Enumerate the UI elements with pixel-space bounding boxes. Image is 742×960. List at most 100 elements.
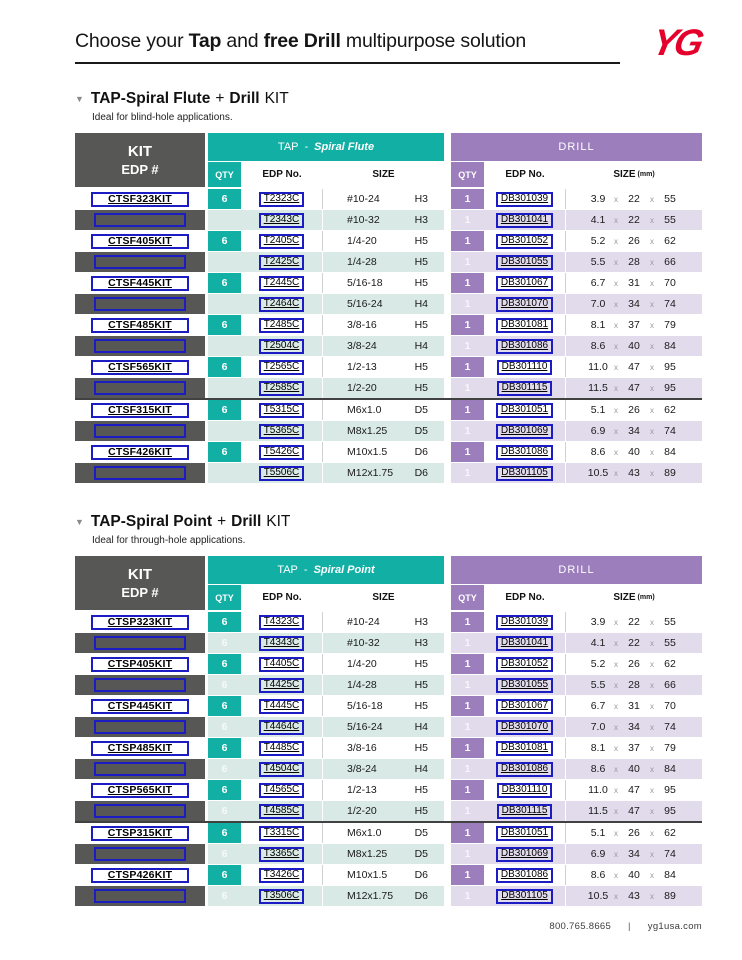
tap-edp-link[interactable]: T3426C xyxy=(258,867,305,883)
thread-size: 5/16-18 xyxy=(347,277,383,289)
drill-edp-link[interactable]: DB301052 xyxy=(495,233,554,249)
tap-edp-link[interactable]: T4565C xyxy=(258,782,305,798)
kit-link-placeholder[interactable] xyxy=(94,762,186,776)
drill-edp-link[interactable]: DB301039 xyxy=(495,614,554,630)
drill-edp-link[interactable]: DB301051 xyxy=(495,402,554,418)
drill-overall-length: 70 xyxy=(664,700,676,712)
drill-edp-link[interactable]: DB301041 xyxy=(495,212,554,228)
tap-edp-link[interactable]: T2585C xyxy=(258,380,305,396)
drill-edp-link[interactable]: DB301105 xyxy=(496,465,553,481)
drill-edp-link[interactable]: DB301055 xyxy=(495,254,554,270)
drill-qty-cell: 1 xyxy=(451,696,484,716)
drill-edp-link[interactable]: DB301070 xyxy=(495,296,554,312)
drill-edp-link[interactable]: DB301052 xyxy=(495,656,554,672)
tap-edp-link[interactable]: T3506C xyxy=(258,888,305,904)
tap-limit-class: D5 xyxy=(414,827,428,839)
kit-link[interactable]: CTSP315KIT xyxy=(91,825,189,841)
tap-edp-link[interactable]: T5365C xyxy=(258,423,305,439)
drill-edp-link[interactable]: DB301069 xyxy=(495,423,554,439)
tap-qty-cell xyxy=(208,336,241,356)
kit-link[interactable]: CTSF485KIT xyxy=(91,317,189,333)
tap-edp-link[interactable]: T4425C xyxy=(258,677,305,693)
kit-link[interactable]: CTSF426KIT xyxy=(91,444,189,460)
tap-edp-link[interactable]: T3365C xyxy=(258,846,305,862)
drill-edp-link[interactable]: DB301069 xyxy=(495,846,554,862)
kit-link-placeholder[interactable] xyxy=(94,339,186,353)
drill-size-cell: 8.1 x 37 x 79 xyxy=(565,315,702,335)
drill-overall-length: 84 xyxy=(664,446,676,458)
kit-link[interactable]: CTSP485KIT xyxy=(91,740,189,756)
drill-edp-link[interactable]: DB301086 xyxy=(495,867,554,883)
kit-link-placeholder[interactable] xyxy=(94,847,186,861)
tap-edp-link[interactable]: T2405C xyxy=(258,233,305,249)
section-title-plus: + xyxy=(217,513,227,530)
kit-link-placeholder[interactable] xyxy=(94,255,186,269)
drill-edp-link[interactable]: DB301115 xyxy=(496,803,553,819)
drill-edp-link[interactable]: DB301086 xyxy=(495,761,554,777)
kit-link[interactable]: CTSP565KIT xyxy=(91,782,189,798)
drill-edp-link[interactable]: DB301051 xyxy=(495,825,554,841)
kit-link[interactable]: CTSP445KIT xyxy=(91,698,189,714)
kit-link[interactable]: CTSF445KIT xyxy=(91,275,189,291)
kit-link-placeholder[interactable] xyxy=(94,636,186,650)
kit-link-placeholder[interactable] xyxy=(94,424,186,438)
kit-link-placeholder[interactable] xyxy=(94,297,186,311)
tap-edp-link[interactable]: T4405C xyxy=(258,656,305,672)
kit-link[interactable]: CTSP426KIT xyxy=(91,867,189,883)
drill-edp-link[interactable]: DB301081 xyxy=(495,317,554,333)
tap-edp-cell: T4464C xyxy=(241,717,322,737)
kit-link-placeholder[interactable] xyxy=(94,213,186,227)
tap-edp-link[interactable]: T4343C xyxy=(258,635,305,651)
kit-link-placeholder[interactable] xyxy=(94,804,186,818)
kit-link[interactable]: CTSF315KIT xyxy=(91,402,189,418)
kit-link[interactable]: CTSF405KIT xyxy=(91,233,189,249)
kit-link-placeholder[interactable] xyxy=(94,466,186,480)
kit-link-placeholder[interactable] xyxy=(94,381,186,395)
kit-link-placeholder[interactable] xyxy=(94,720,186,734)
drill-overall-length: 95 xyxy=(664,382,676,394)
tap-edp-link[interactable]: T2485C xyxy=(258,317,305,333)
tap-edp-link[interactable]: T2565C xyxy=(258,359,305,375)
drill-size-header: SIZE (mm) xyxy=(565,585,702,610)
tap-edp-link[interactable]: T5315C xyxy=(258,402,305,418)
drill-edp-link[interactable]: DB301086 xyxy=(495,338,554,354)
drill-edp-link[interactable]: DB301055 xyxy=(495,677,554,693)
tap-edp-link[interactable]: T5426C xyxy=(258,444,305,460)
kit-link[interactable]: CTSF565KIT xyxy=(91,359,189,375)
tap-edp-link[interactable]: T4485C xyxy=(258,740,305,756)
kit-edp-header: KIT EDP # xyxy=(75,133,205,187)
tap-edp-link[interactable]: T2343C xyxy=(258,212,305,228)
kit-link[interactable]: CTSP323KIT xyxy=(91,614,189,630)
kit-link[interactable]: CTSF323KIT xyxy=(91,191,189,207)
tap-edp-link[interactable]: T4464C xyxy=(258,719,305,735)
tap-edp-link[interactable]: T2464C xyxy=(258,296,305,312)
tap-qty-value: 6 xyxy=(221,700,228,712)
drill-edp-link[interactable]: DB301039 xyxy=(495,191,554,207)
drill-edp-link[interactable]: DB301067 xyxy=(495,275,554,291)
drill-edp-link[interactable]: DB301105 xyxy=(496,888,553,904)
kit-link[interactable]: CTSP405KIT xyxy=(91,656,189,672)
kit-link-placeholder[interactable] xyxy=(94,678,186,692)
tap-edp-link[interactable]: T2425C xyxy=(258,254,305,270)
drill-edp-link[interactable]: DB301041 xyxy=(495,635,554,651)
tap-edp-link[interactable]: T2323C xyxy=(258,191,305,207)
tap-edp-link[interactable]: T2445C xyxy=(258,275,305,291)
kit-link-placeholder[interactable] xyxy=(94,889,186,903)
tap-edp-link[interactable]: T4585C xyxy=(258,803,305,819)
tap-edp-link[interactable]: T3315C xyxy=(258,825,305,841)
drill-edp-link[interactable]: DB301067 xyxy=(495,698,554,714)
drill-edp-link[interactable]: DB301110 xyxy=(496,359,553,375)
tap-edp-link[interactable]: T4504C xyxy=(258,761,305,777)
drill-edp-link[interactable]: DB301081 xyxy=(495,740,554,756)
tap-size-cell: #10-32 H3 xyxy=(322,210,444,230)
drill-size-cell: 6.9 x 34 x 74 xyxy=(565,844,702,864)
tap-size-cell: 1/2-20 H5 xyxy=(322,801,444,821)
drill-edp-link[interactable]: DB301110 xyxy=(496,782,553,798)
tap-edp-link[interactable]: T4445C xyxy=(258,698,305,714)
tap-edp-link[interactable]: T4323C xyxy=(258,614,305,630)
tap-edp-link[interactable]: T5506C xyxy=(258,465,305,481)
drill-edp-link[interactable]: DB301086 xyxy=(495,444,554,460)
tap-edp-link[interactable]: T2504C xyxy=(258,338,305,354)
drill-edp-link[interactable]: DB301115 xyxy=(496,380,553,396)
drill-edp-link[interactable]: DB301070 xyxy=(495,719,554,735)
